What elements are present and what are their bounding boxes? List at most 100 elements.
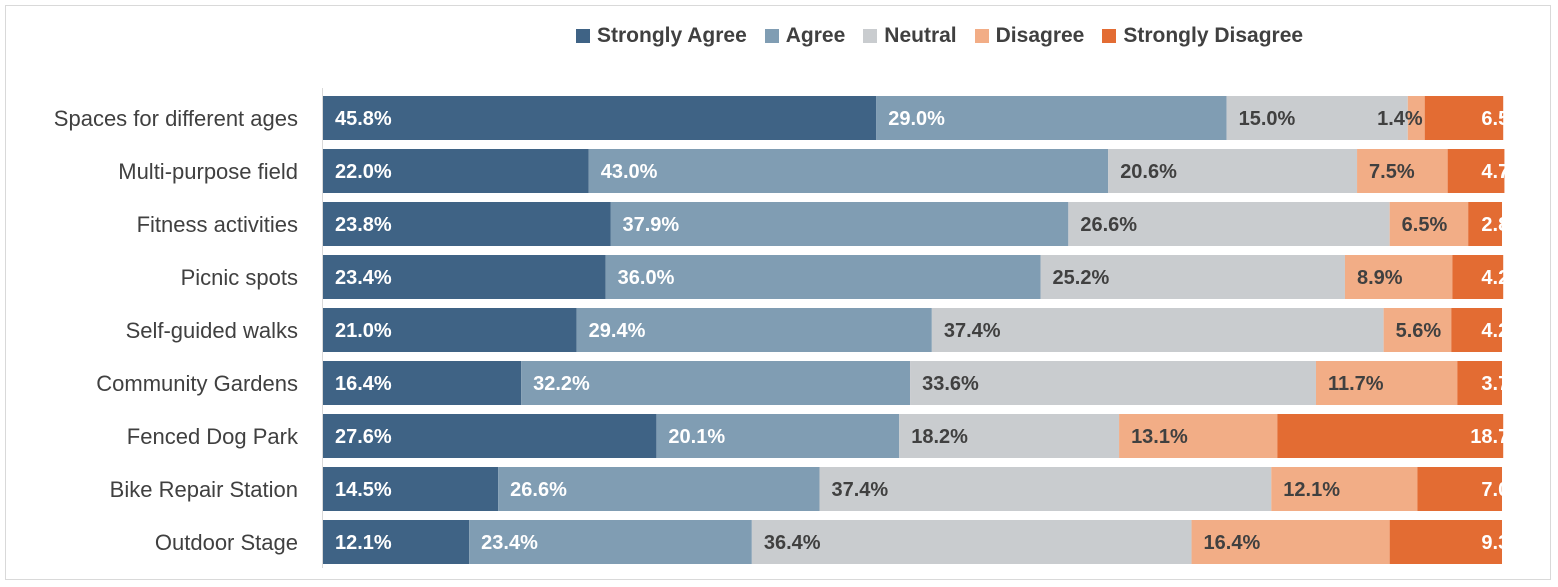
bar-segment bbox=[1407, 96, 1425, 140]
bar-segment bbox=[1417, 467, 1503, 511]
data-label: 16.4% bbox=[1204, 532, 1261, 554]
data-label: 12.1% bbox=[335, 532, 392, 554]
data-label: 13.1% bbox=[1131, 426, 1188, 448]
bar-segment bbox=[656, 414, 900, 458]
data-label: 2.8% bbox=[1481, 214, 1527, 236]
bar-segment bbox=[323, 202, 611, 246]
data-label: 20.6% bbox=[1120, 161, 1177, 183]
data-label: 37.4% bbox=[944, 320, 1001, 342]
data-label: 6.5% bbox=[1402, 214, 1448, 236]
legend-swatch bbox=[863, 29, 878, 43]
category-label: Bike Repair Station bbox=[110, 477, 298, 502]
bar-segment bbox=[521, 361, 911, 405]
data-label: 4.7% bbox=[1481, 161, 1527, 183]
category-label: Multi-purpose field bbox=[118, 159, 298, 184]
category-label: Spaces for different ages bbox=[54, 106, 298, 131]
data-label: 3.7% bbox=[1481, 373, 1527, 395]
data-label: 11.7% bbox=[1328, 373, 1384, 395]
legend-item-0: Strongly Agree bbox=[576, 24, 747, 48]
legend-item-3: Disagree bbox=[974, 24, 1085, 48]
bar-segment bbox=[323, 149, 589, 193]
bar-segment bbox=[1040, 255, 1345, 299]
data-label: 37.4% bbox=[831, 479, 888, 501]
bar-segment bbox=[1457, 361, 1503, 405]
legend-item-1: Agree bbox=[764, 24, 846, 48]
bar-segment bbox=[1271, 467, 1418, 511]
category-label: Community Gardens bbox=[96, 371, 298, 396]
bar-segment bbox=[588, 149, 1109, 193]
category-label: Fenced Dog Park bbox=[127, 424, 299, 449]
bar-segment bbox=[1383, 308, 1452, 352]
data-label: 22.0% bbox=[335, 161, 392, 183]
data-label: 36.4% bbox=[764, 532, 821, 554]
bar-segment bbox=[1447, 149, 1505, 193]
legend-swatch bbox=[1102, 29, 1117, 43]
bar-segment bbox=[1226, 96, 1408, 140]
bar-segment bbox=[323, 308, 577, 352]
data-label: 23.4% bbox=[335, 267, 392, 289]
data-label: 6.5% bbox=[1481, 108, 1527, 130]
data-label: 16.4% bbox=[335, 373, 392, 395]
data-label: 26.6% bbox=[1080, 214, 1137, 236]
category-label: Picnic spots bbox=[181, 265, 298, 290]
bar-segment bbox=[1452, 255, 1504, 299]
legend-label: Agree bbox=[785, 24, 846, 47]
bar-segment bbox=[1315, 361, 1458, 405]
data-label: 29.0% bbox=[888, 108, 945, 130]
data-label: 15.0% bbox=[1239, 108, 1296, 130]
legend-item-4: Strongly Disagree bbox=[1102, 24, 1303, 48]
data-label: 21.0% bbox=[335, 320, 392, 342]
category-label: Outdoor Stage bbox=[155, 530, 298, 555]
bar-segment bbox=[1119, 414, 1278, 458]
bar-segment bbox=[1344, 255, 1453, 299]
legend-label: Strongly Agree bbox=[597, 24, 747, 47]
legend-label: Neutral bbox=[884, 24, 957, 47]
data-label: 37.9% bbox=[623, 214, 680, 236]
data-label: 33.6% bbox=[922, 373, 979, 395]
data-label: 4.2% bbox=[1481, 320, 1527, 342]
legend-label: Strongly Disagree bbox=[1123, 24, 1304, 47]
bar-segment bbox=[899, 414, 1120, 458]
data-label: 32.2% bbox=[533, 373, 590, 395]
bar-segment bbox=[323, 361, 522, 405]
bar-segment bbox=[910, 361, 1316, 405]
bar-segment bbox=[323, 467, 499, 511]
data-label: 9.3% bbox=[1481, 532, 1527, 554]
bar-segment bbox=[1468, 202, 1503, 246]
bar-segment bbox=[876, 96, 1227, 140]
bar-segment bbox=[610, 202, 1069, 246]
data-label: 27.6% bbox=[335, 426, 392, 448]
data-label: 7.0% bbox=[1481, 479, 1527, 501]
data-label: 43.0% bbox=[601, 161, 658, 183]
bar-segment bbox=[1191, 520, 1390, 564]
bar-segment bbox=[1068, 202, 1390, 246]
bar-segment bbox=[1277, 414, 1504, 458]
legend-label: Disagree bbox=[995, 24, 1085, 47]
bar-segment bbox=[469, 520, 752, 564]
chart-area bbox=[5, 5, 1551, 580]
bar-segment bbox=[819, 467, 1272, 511]
bar-segment bbox=[1424, 96, 1504, 140]
bar-segment bbox=[323, 520, 470, 564]
bar-segment bbox=[323, 96, 877, 140]
bar-segment bbox=[576, 308, 932, 352]
data-label: 18.2% bbox=[911, 426, 968, 448]
bar-segment bbox=[605, 255, 1041, 299]
bar-segment bbox=[323, 255, 606, 299]
bar-segment bbox=[751, 520, 1192, 564]
bar-segment bbox=[1357, 149, 1448, 193]
data-label: 36.0% bbox=[618, 267, 675, 289]
data-label: 18.7% bbox=[1470, 426, 1527, 448]
data-label: 20.1% bbox=[668, 426, 725, 448]
data-label: 29.4% bbox=[589, 320, 646, 342]
bar-segment bbox=[1451, 308, 1503, 352]
data-label: 12.1% bbox=[1283, 479, 1340, 501]
bar-segment bbox=[931, 308, 1384, 352]
data-label: 5.6% bbox=[1396, 320, 1442, 342]
bar-segment bbox=[1389, 202, 1469, 246]
legend-item-2: Neutral bbox=[863, 24, 957, 48]
data-label: 25.2% bbox=[1053, 267, 1110, 289]
data-label: 4.2% bbox=[1481, 267, 1527, 289]
data-label: 1.4% bbox=[1377, 108, 1423, 130]
